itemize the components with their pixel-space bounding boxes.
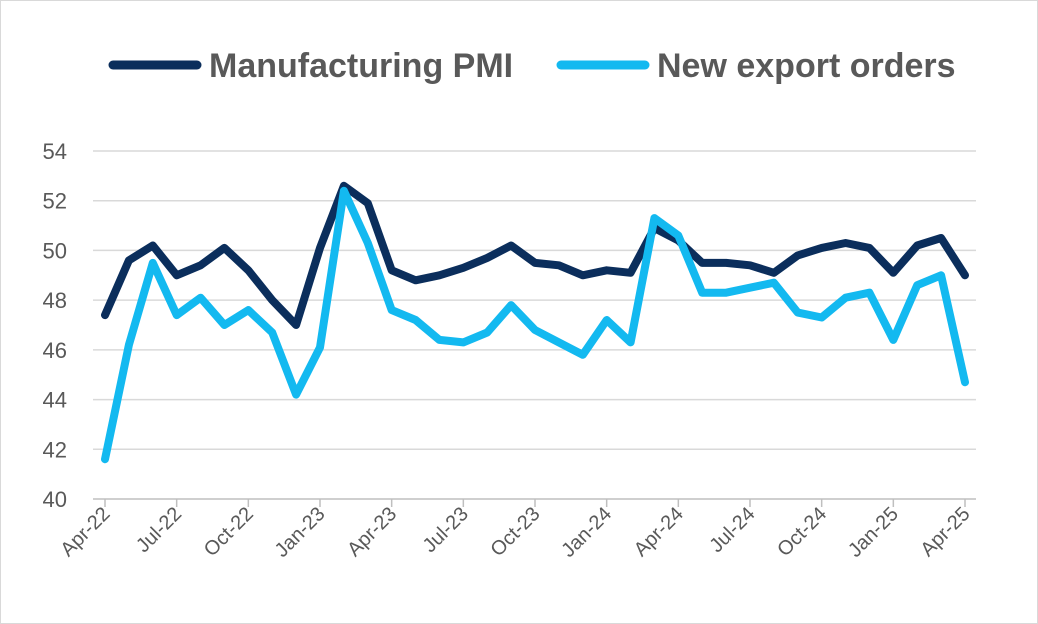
x-tick-label: Oct-22 xyxy=(200,503,258,561)
legend-item-new-export-orders: New export orders xyxy=(556,47,956,85)
x-tick-label: Apr-25 xyxy=(917,503,975,561)
y-tick-label: 40 xyxy=(43,487,67,512)
series-line-new-export-orders xyxy=(101,186,969,464)
legend-label-new-export-orders: New export orders xyxy=(657,47,956,85)
y-tick-label: 54 xyxy=(43,139,67,164)
x-tick-label: Jan-25 xyxy=(844,503,903,562)
y-tick-label: 48 xyxy=(43,288,67,313)
series-lines xyxy=(101,181,969,464)
legend-label-manufacturing-pmi: Manufacturing PMI xyxy=(209,47,513,85)
y-tick-label: 50 xyxy=(43,238,67,263)
x-tick-label: Jan-24 xyxy=(557,503,616,562)
x-tick-label: Jul-24 xyxy=(705,503,759,557)
y-axis-ticks: 40 42 44 46 48 50 52 54 xyxy=(43,139,67,512)
series-line-manufacturing-pmi xyxy=(101,181,969,329)
y-tick-label: 42 xyxy=(43,437,67,462)
x-tick-label: Apr-24 xyxy=(630,503,688,561)
legend-item-manufacturing-pmi: Manufacturing PMI xyxy=(108,47,513,85)
gridlines xyxy=(93,150,976,500)
y-tick-label: 44 xyxy=(43,388,67,413)
y-tick-label: 52 xyxy=(43,189,67,214)
x-tick-label: Jul-22 xyxy=(132,503,186,557)
x-axis-ticks: Apr-22 Jul-22 Oct-22 Jan-23 Apr-23 Jul-23 Oct-… xyxy=(57,499,975,562)
x-tick-label: Oct-24 xyxy=(773,503,831,561)
legend: Manufacturing PMI New export orders xyxy=(108,47,956,85)
x-tick-label: Apr-23 xyxy=(343,503,401,561)
y-tick-label: 46 xyxy=(43,338,67,363)
x-tick-label: Oct-23 xyxy=(487,503,545,561)
x-tick-label: Jan-23 xyxy=(271,503,330,562)
x-tick-label: Jul-23 xyxy=(419,503,473,557)
